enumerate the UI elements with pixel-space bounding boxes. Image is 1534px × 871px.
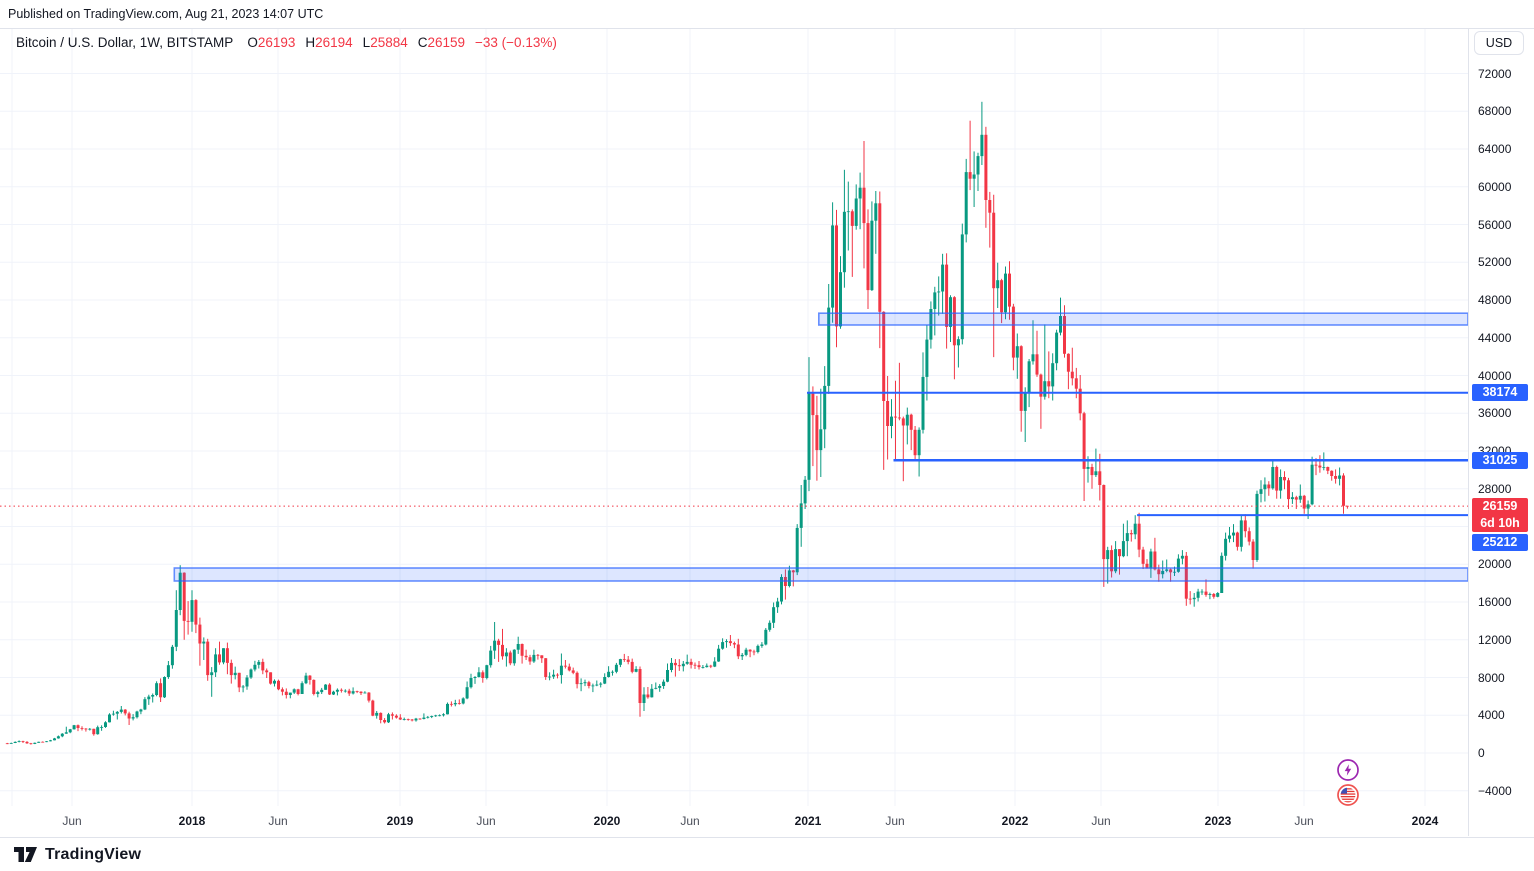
time-label-2023: 2023 (1204, 814, 1232, 828)
price-tick: 20000 (1478, 557, 1512, 572)
price-tick: 56000 (1478, 217, 1512, 232)
ohlc-c: C26159 (417, 35, 466, 50)
time-label-jun: Jun (885, 814, 905, 828)
price-tick: 28000 (1478, 481, 1512, 496)
bar-countdown-badge: 6d 10h (1472, 514, 1528, 532)
time-label-jun: Jun (1294, 814, 1314, 828)
time-label-jun: Jun (62, 814, 82, 828)
price-tick: 40000 (1478, 368, 1512, 383)
price-tick: 36000 (1478, 406, 1512, 421)
level-38174-badge: 38174 (1472, 384, 1528, 402)
time-label-2024: 2024 (1411, 814, 1439, 828)
symbol-title: Bitcoin / U.S. Dollar, 1W, BITSTAMP (16, 35, 234, 50)
price-tick: 64000 (1478, 142, 1512, 156)
footer-bar: TradingView (0, 837, 1534, 871)
ohlc-h: H26194 (305, 35, 353, 50)
economic-event-lightning-icon[interactable] (1336, 758, 1360, 782)
price-tick: 68000 (1478, 104, 1512, 119)
time-label-2018: 2018 (178, 814, 206, 828)
tradingview-logo-icon[interactable] (13, 846, 38, 864)
price-tick: 52000 (1478, 255, 1512, 270)
time-axis[interactable]: Jun 2018 Jun 2019 Jun 2020 Jun 2021 Jun 2022 Jun 20… (0, 806, 1468, 836)
symbol-header: Bitcoin / U.S. Dollar, 1W, BITSTAMP O261… (16, 35, 557, 50)
time-label-2019: 2019 (386, 814, 414, 828)
time-label-jun: Jun (268, 814, 288, 828)
time-label-jun: Jun (680, 814, 700, 828)
price-tick: 72000 (1478, 66, 1512, 81)
time-label-2021: 2021 (794, 814, 822, 828)
price-tick: −4000 (1478, 783, 1512, 798)
time-label-2022: 2022 (1001, 814, 1029, 828)
published-text: Published on TradingView.com, Aug 21, 20… (8, 7, 324, 21)
level-25212-badge: 25212 (1472, 533, 1528, 551)
currency-unit-button[interactable]: USD (1474, 31, 1524, 55)
brand-name[interactable]: TradingView (45, 845, 142, 863)
price-tick: 8000 (1478, 670, 1505, 685)
price-tick: 16000 (1478, 595, 1512, 609)
published-bar: Published on TradingView.com, Aug 21, 20… (0, 0, 1534, 29)
time-label-jun: Jun (1091, 814, 1111, 828)
time-label-2020: 2020 (593, 814, 621, 828)
price-tick: 4000 (1478, 708, 1505, 723)
current-price-badge: 26159 (1472, 497, 1528, 515)
price-tick: 60000 (1478, 179, 1512, 194)
ohlc-l: L25884 (362, 35, 408, 50)
price-tick: 44000 (1478, 330, 1512, 345)
ohlc-o: O26193 (247, 35, 296, 50)
price-tick: 12000 (1478, 632, 1512, 647)
price-tick: 0 (1478, 746, 1485, 760)
level-31025-badge: 31025 (1472, 451, 1528, 469)
time-label-jun: Jun (476, 814, 496, 828)
price-change: −33 (−0.13%) (475, 35, 557, 50)
economic-event-us-flag-icon[interactable] (1336, 783, 1360, 807)
candlestick-chart-canvas[interactable] (0, 0, 1468, 838)
price-tick: 48000 (1478, 293, 1512, 307)
ohlc-values: O26193 H26194 L25884 C26159 (247, 35, 475, 50)
price-axis[interactable]: USD 72000 68000 64000 60000 56000 52000 48000 4… (1468, 28, 1534, 836)
